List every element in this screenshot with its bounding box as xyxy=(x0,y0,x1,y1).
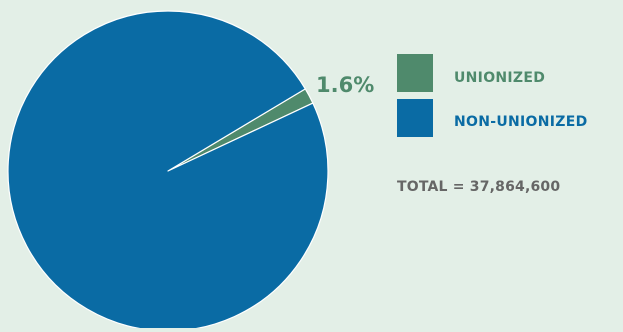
legend: UNIONIZED NON-UNIONIZED xyxy=(397,54,588,137)
unionized-percentage-label: 1.6% xyxy=(316,73,374,97)
legend-swatch-unionized xyxy=(397,54,433,92)
pie-slices xyxy=(7,10,329,332)
pie-slice-non-unionized xyxy=(7,10,329,332)
legend-label-non-unionized: NON-UNIONIZED xyxy=(454,114,588,130)
legend-swatch-non-unionized xyxy=(397,99,433,137)
legend-label-unionized: UNIONIZED xyxy=(454,70,545,86)
total-count-label: TOTAL = 37,864,600 xyxy=(397,179,560,195)
